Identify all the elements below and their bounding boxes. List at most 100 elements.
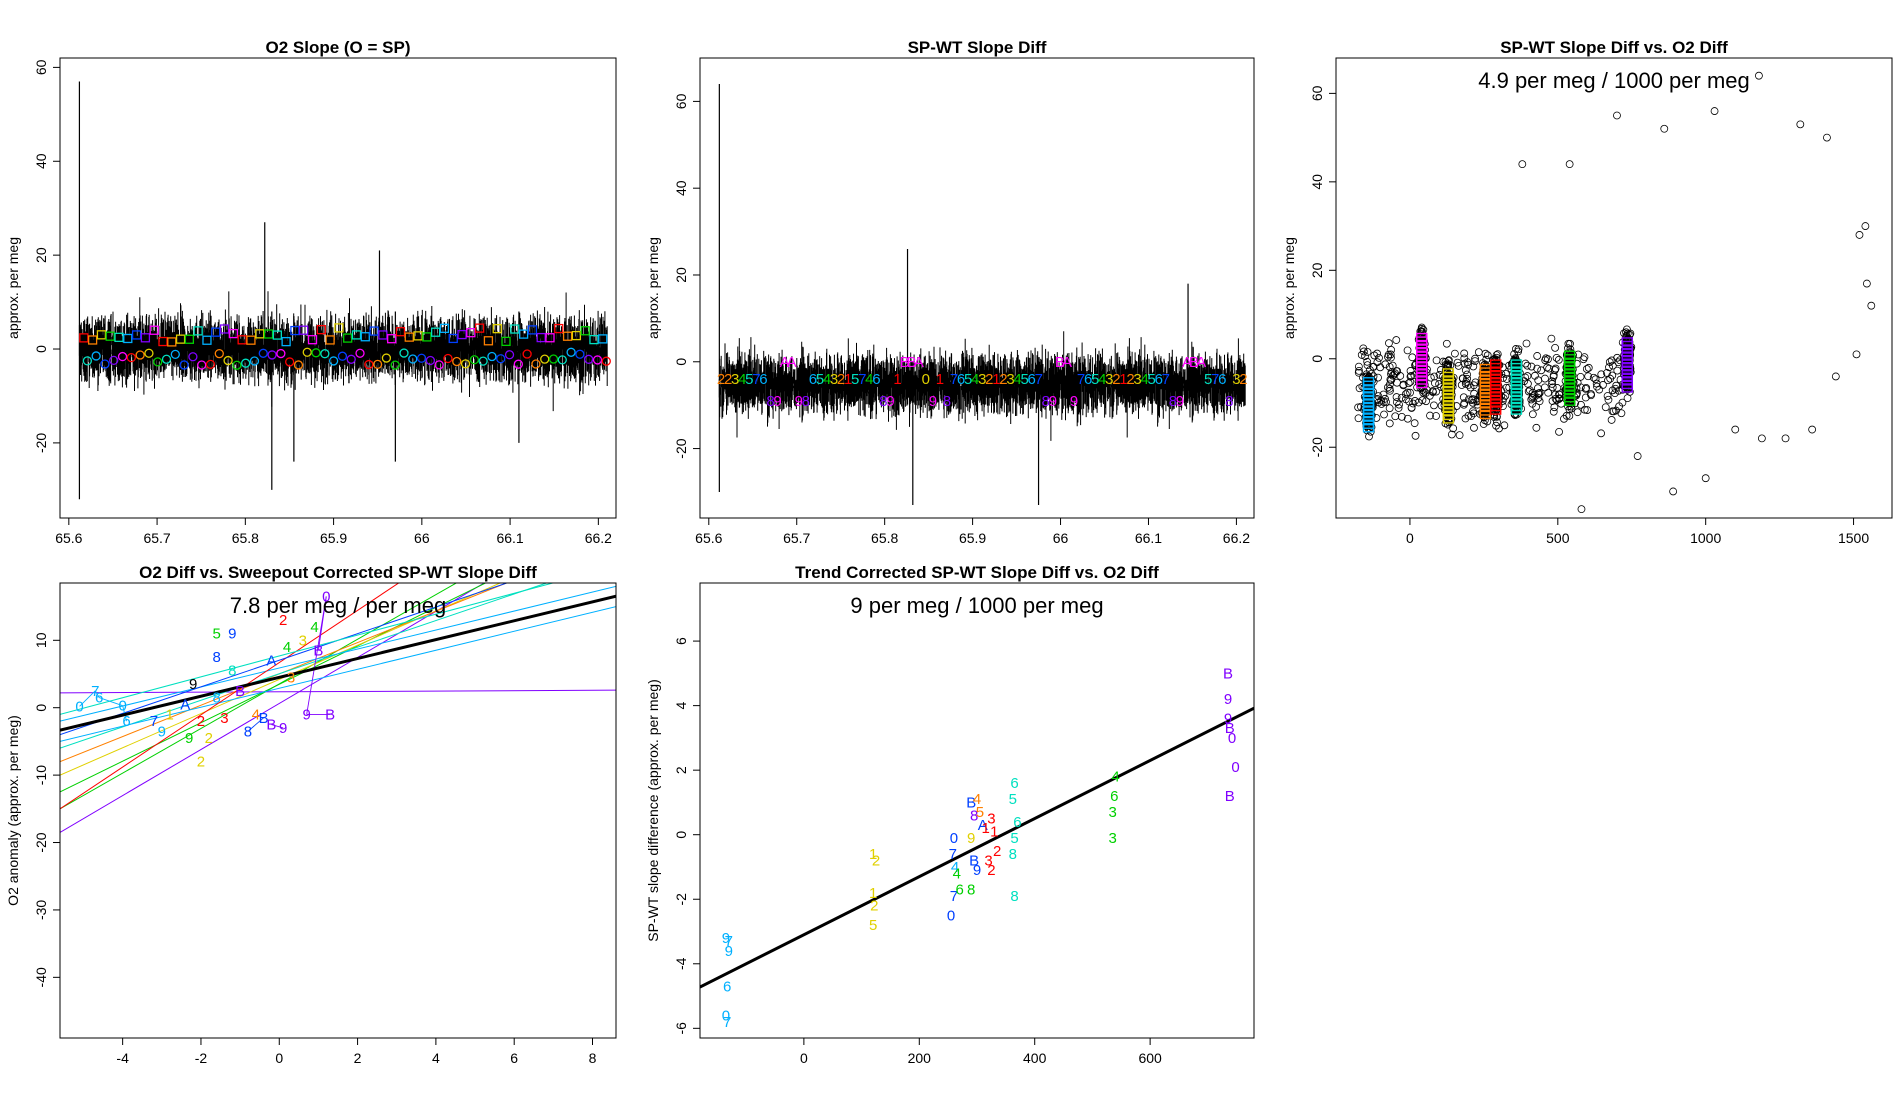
circle-marker <box>478 356 488 366</box>
scatter-point <box>1582 383 1591 392</box>
scatter-point <box>1425 391 1434 400</box>
x-tick-label: 1000 <box>1690 530 1721 546</box>
square-marker <box>422 332 432 342</box>
slope-annotation: 4.9 per meg / 1000 per meg <box>1478 68 1750 93</box>
square-marker <box>466 328 476 338</box>
point-label: 5 <box>869 917 877 934</box>
circle-marker <box>364 359 374 370</box>
series-label: 9 <box>1070 393 1078 410</box>
square-marker <box>299 325 309 335</box>
circle-marker <box>100 359 110 369</box>
square-marker <box>255 329 265 339</box>
outlier-point <box>1852 350 1861 359</box>
group-regression-line <box>60 689 616 694</box>
scatter-point <box>1422 397 1430 406</box>
square-marker <box>404 332 414 342</box>
scatter-point <box>1430 401 1438 410</box>
series-label: 3 <box>1232 371 1240 388</box>
scatter-point <box>1604 376 1612 385</box>
scatter-point <box>1471 378 1480 387</box>
y-tick-label: 60 <box>33 59 49 75</box>
scatter-point <box>1411 431 1420 440</box>
series-label: 9 <box>773 393 781 410</box>
scatter-point <box>1622 347 1631 355</box>
plot-area <box>718 84 1246 505</box>
circle-marker <box>346 354 356 364</box>
series-label: 8 <box>943 393 951 410</box>
series-label: B <box>907 354 917 371</box>
outlier-point <box>1577 505 1586 514</box>
series-label: 4 <box>1098 371 1106 388</box>
scatter-point <box>1354 368 1363 377</box>
series-label: 3 <box>731 371 739 388</box>
y-tick-label: 0 <box>673 831 689 839</box>
scatter-point <box>1376 363 1385 372</box>
series-label: A <box>787 354 797 371</box>
point-label: 8 <box>244 723 252 740</box>
point-label: 2 <box>870 898 878 915</box>
series-label: 3 <box>830 371 838 388</box>
scatter-point <box>1359 344 1368 353</box>
scatter-point <box>1414 377 1423 386</box>
scatter-point <box>1582 365 1591 373</box>
scatter-point <box>1609 407 1618 416</box>
scatter-point <box>1417 325 1426 333</box>
series-label: A <box>1196 354 1206 371</box>
scatter-point <box>1533 352 1542 360</box>
series-label: 9 <box>795 393 803 410</box>
plot-frame <box>59 582 617 1039</box>
point-label: 0 <box>1231 759 1239 776</box>
scatter-point <box>1524 387 1533 396</box>
point-label: B <box>966 794 976 811</box>
scatter-point <box>1387 346 1396 354</box>
point-label: 6 <box>122 713 130 730</box>
outlier-point <box>1861 222 1870 230</box>
y-tick-label: -20 <box>33 433 49 453</box>
scatter-point <box>1365 432 1373 441</box>
outlier-point <box>1823 133 1831 142</box>
point-label: 4 <box>310 619 318 636</box>
scatter-point <box>1548 380 1556 388</box>
series-label: 8 <box>1169 393 1177 410</box>
square-marker <box>518 329 529 339</box>
point-label: 5 <box>1009 791 1017 808</box>
scatter-point <box>1409 399 1417 408</box>
scatter-point <box>1589 373 1598 382</box>
square-marker <box>580 326 590 336</box>
point-label: 1 <box>990 823 998 840</box>
circle-marker <box>188 352 198 362</box>
circle-marker <box>328 356 339 366</box>
point-label: 2 <box>197 713 205 730</box>
series-label: 6 <box>759 371 767 388</box>
x-tick-label: 66 <box>1053 530 1069 546</box>
scatter-point <box>1535 397 1544 406</box>
x-tick-label: 65.6 <box>695 530 722 546</box>
square-marker <box>413 331 423 341</box>
scatter-point <box>1601 403 1610 412</box>
series-label: B <box>1189 354 1199 371</box>
scatter-point <box>1577 400 1585 409</box>
panel-sp-wt-vs-o2-diff: SP-WT Slope Diff vs. O2 Diff 0 500 1000 1500… <box>1281 38 1893 546</box>
point-label: B <box>1225 788 1235 805</box>
square-marker <box>571 330 582 341</box>
series-label: 7 <box>752 371 760 388</box>
point-label: B <box>1225 720 1235 737</box>
scatter-point <box>1411 397 1419 405</box>
scatter-point <box>1527 362 1536 371</box>
series-label: 7 <box>1077 371 1085 388</box>
point-label: B <box>235 683 245 700</box>
square-marker <box>378 330 388 340</box>
scatter-point <box>1385 339 1393 348</box>
scatter-point <box>1535 389 1544 397</box>
circle-marker <box>179 360 189 370</box>
circle-marker <box>223 355 233 366</box>
series-label: 2 <box>717 371 725 388</box>
y-axis-label: SP-WT slope difference (approx. per meg) <box>645 679 661 942</box>
circle-marker <box>293 360 304 370</box>
scatter-point <box>1501 391 1510 400</box>
scatter-point <box>1500 421 1509 430</box>
scatter-point <box>1514 345 1523 354</box>
scatter-point <box>1502 383 1511 392</box>
scatter-point <box>1555 390 1564 399</box>
circle-marker <box>197 360 207 370</box>
